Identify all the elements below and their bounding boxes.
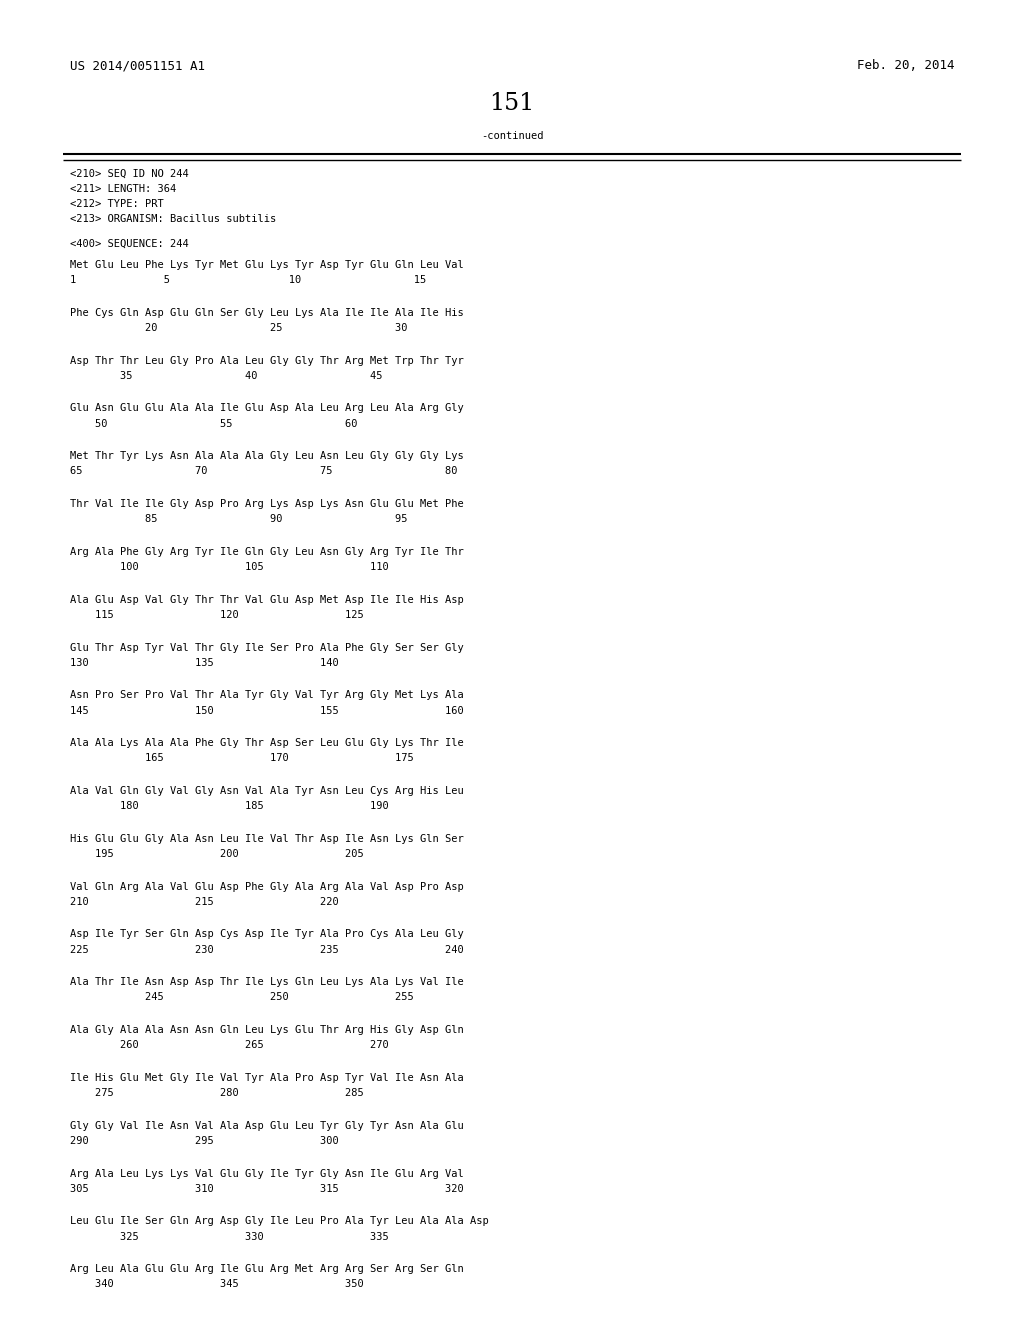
Text: Met Thr Tyr Lys Asn Ala Ala Ala Gly Leu Asn Leu Gly Gly Gly Lys: Met Thr Tyr Lys Asn Ala Ala Ala Gly Leu … — [70, 451, 464, 461]
Text: Arg Ala Phe Gly Arg Tyr Ile Gln Gly Leu Asn Gly Arg Tyr Ile Thr: Arg Ala Phe Gly Arg Tyr Ile Gln Gly Leu … — [70, 546, 464, 557]
Text: 85                  90                  95: 85 90 95 — [70, 515, 408, 524]
Text: Arg Leu Ala Glu Glu Arg Ile Glu Arg Met Arg Arg Ser Arg Ser Gln: Arg Leu Ala Glu Glu Arg Ile Glu Arg Met … — [70, 1265, 464, 1274]
Text: <400> SEQUENCE: 244: <400> SEQUENCE: 244 — [70, 239, 188, 248]
Text: His Glu Glu Gly Ala Asn Leu Ile Val Thr Asp Ile Asn Lys Gln Ser: His Glu Glu Gly Ala Asn Leu Ile Val Thr … — [70, 834, 464, 843]
Text: US 2014/0051151 A1: US 2014/0051151 A1 — [70, 59, 205, 73]
Text: 115                 120                 125: 115 120 125 — [70, 610, 364, 620]
Text: <210> SEQ ID NO 244: <210> SEQ ID NO 244 — [70, 169, 188, 180]
Text: Asp Thr Thr Leu Gly Pro Ala Leu Gly Gly Thr Arg Met Trp Thr Tyr: Asp Thr Thr Leu Gly Pro Ala Leu Gly Gly … — [70, 355, 464, 366]
Text: Ala Ala Lys Ala Ala Phe Gly Thr Asp Ser Leu Glu Gly Lys Thr Ile: Ala Ala Lys Ala Ala Phe Gly Thr Asp Ser … — [70, 738, 464, 748]
Text: Ile His Glu Met Gly Ile Val Tyr Ala Pro Asp Tyr Val Ile Asn Ala: Ile His Glu Met Gly Ile Val Tyr Ala Pro … — [70, 1073, 464, 1082]
Text: 275                 280                 285: 275 280 285 — [70, 1088, 364, 1098]
Text: Met Glu Leu Phe Lys Tyr Met Glu Lys Tyr Asp Tyr Glu Gln Leu Val: Met Glu Leu Phe Lys Tyr Met Glu Lys Tyr … — [70, 260, 464, 271]
Text: Glu Thr Asp Tyr Val Thr Gly Ile Ser Pro Ala Phe Gly Ser Ser Gly: Glu Thr Asp Tyr Val Thr Gly Ile Ser Pro … — [70, 643, 464, 652]
Text: 165                 170                 175: 165 170 175 — [70, 754, 414, 763]
Text: 290                 295                 300: 290 295 300 — [70, 1137, 338, 1146]
Text: Leu Glu Ile Ser Gln Arg Asp Gly Ile Leu Pro Ala Tyr Leu Ala Ala Asp: Leu Glu Ile Ser Gln Arg Asp Gly Ile Leu … — [70, 1216, 488, 1226]
Text: Phe Cys Gln Asp Glu Gln Ser Gly Leu Lys Ala Ile Ile Ala Ile His: Phe Cys Gln Asp Glu Gln Ser Gly Leu Lys … — [70, 308, 464, 318]
Text: -continued: -continued — [480, 131, 544, 141]
Text: <213> ORGANISM: Bacillus subtilis: <213> ORGANISM: Bacillus subtilis — [70, 214, 275, 224]
Text: 225                 230                 235                 240: 225 230 235 240 — [70, 945, 464, 954]
Text: 210                 215                 220: 210 215 220 — [70, 896, 338, 907]
Text: Arg Ala Leu Lys Lys Val Glu Gly Ile Tyr Gly Asn Ile Glu Arg Val: Arg Ala Leu Lys Lys Val Glu Gly Ile Tyr … — [70, 1168, 464, 1179]
Text: 130                 135                 140: 130 135 140 — [70, 657, 338, 668]
Text: 35                  40                  45: 35 40 45 — [70, 371, 382, 381]
Text: Ala Gly Ala Ala Asn Asn Gln Leu Lys Glu Thr Arg His Gly Asp Gln: Ala Gly Ala Ala Asn Asn Gln Leu Lys Glu … — [70, 1026, 464, 1035]
Text: 245                 250                 255: 245 250 255 — [70, 993, 414, 1002]
Text: 340                 345                 350: 340 345 350 — [70, 1279, 364, 1290]
Text: 100                 105                 110: 100 105 110 — [70, 562, 388, 572]
Text: Thr Val Ile Ile Gly Asp Pro Arg Lys Asp Lys Asn Glu Glu Met Phe: Thr Val Ile Ile Gly Asp Pro Arg Lys Asp … — [70, 499, 464, 510]
Text: 65                  70                  75                  80: 65 70 75 80 — [70, 466, 457, 477]
Text: <212> TYPE: PRT: <212> TYPE: PRT — [70, 199, 164, 210]
Text: 151: 151 — [489, 92, 535, 115]
Text: 50                  55                  60: 50 55 60 — [70, 418, 357, 429]
Text: 20                  25                  30: 20 25 30 — [70, 323, 408, 333]
Text: 1              5                   10                  15: 1 5 10 15 — [70, 275, 426, 285]
Text: Glu Asn Glu Glu Ala Ala Ile Glu Asp Ala Leu Arg Leu Ala Arg Gly: Glu Asn Glu Glu Ala Ala Ile Glu Asp Ala … — [70, 404, 464, 413]
Text: 195                 200                 205: 195 200 205 — [70, 849, 364, 859]
Text: 305                 310                 315                 320: 305 310 315 320 — [70, 1184, 464, 1193]
Text: Asp Ile Tyr Ser Gln Asp Cys Asp Ile Tyr Ala Pro Cys Ala Leu Gly: Asp Ile Tyr Ser Gln Asp Cys Asp Ile Tyr … — [70, 929, 464, 940]
Text: Gly Gly Val Ile Asn Val Ala Asp Glu Leu Tyr Gly Tyr Asn Ala Glu: Gly Gly Val Ile Asn Val Ala Asp Glu Leu … — [70, 1121, 464, 1131]
Text: <211> LENGTH: 364: <211> LENGTH: 364 — [70, 183, 176, 194]
Text: Feb. 20, 2014: Feb. 20, 2014 — [857, 59, 954, 73]
Text: Ala Val Gln Gly Val Gly Asn Val Ala Tyr Asn Leu Cys Arg His Leu: Ala Val Gln Gly Val Gly Asn Val Ala Tyr … — [70, 785, 464, 796]
Text: Ala Glu Asp Val Gly Thr Thr Val Glu Asp Met Asp Ile Ile His Asp: Ala Glu Asp Val Gly Thr Thr Val Glu Asp … — [70, 595, 464, 605]
Text: Asn Pro Ser Pro Val Thr Ala Tyr Gly Val Tyr Arg Gly Met Lys Ala: Asn Pro Ser Pro Val Thr Ala Tyr Gly Val … — [70, 690, 464, 701]
Text: 325                 330                 335: 325 330 335 — [70, 1232, 388, 1242]
Text: Ala Thr Ile Asn Asp Asp Thr Ile Lys Gln Leu Lys Ala Lys Val Ile: Ala Thr Ile Asn Asp Asp Thr Ile Lys Gln … — [70, 977, 464, 987]
Text: Val Gln Arg Ala Val Glu Asp Phe Gly Ala Arg Ala Val Asp Pro Asp: Val Gln Arg Ala Val Glu Asp Phe Gly Ala … — [70, 882, 464, 892]
Text: 180                 185                 190: 180 185 190 — [70, 801, 388, 812]
Text: 260                 265                 270: 260 265 270 — [70, 1040, 388, 1051]
Text: 145                 150                 155                 160: 145 150 155 160 — [70, 706, 464, 715]
